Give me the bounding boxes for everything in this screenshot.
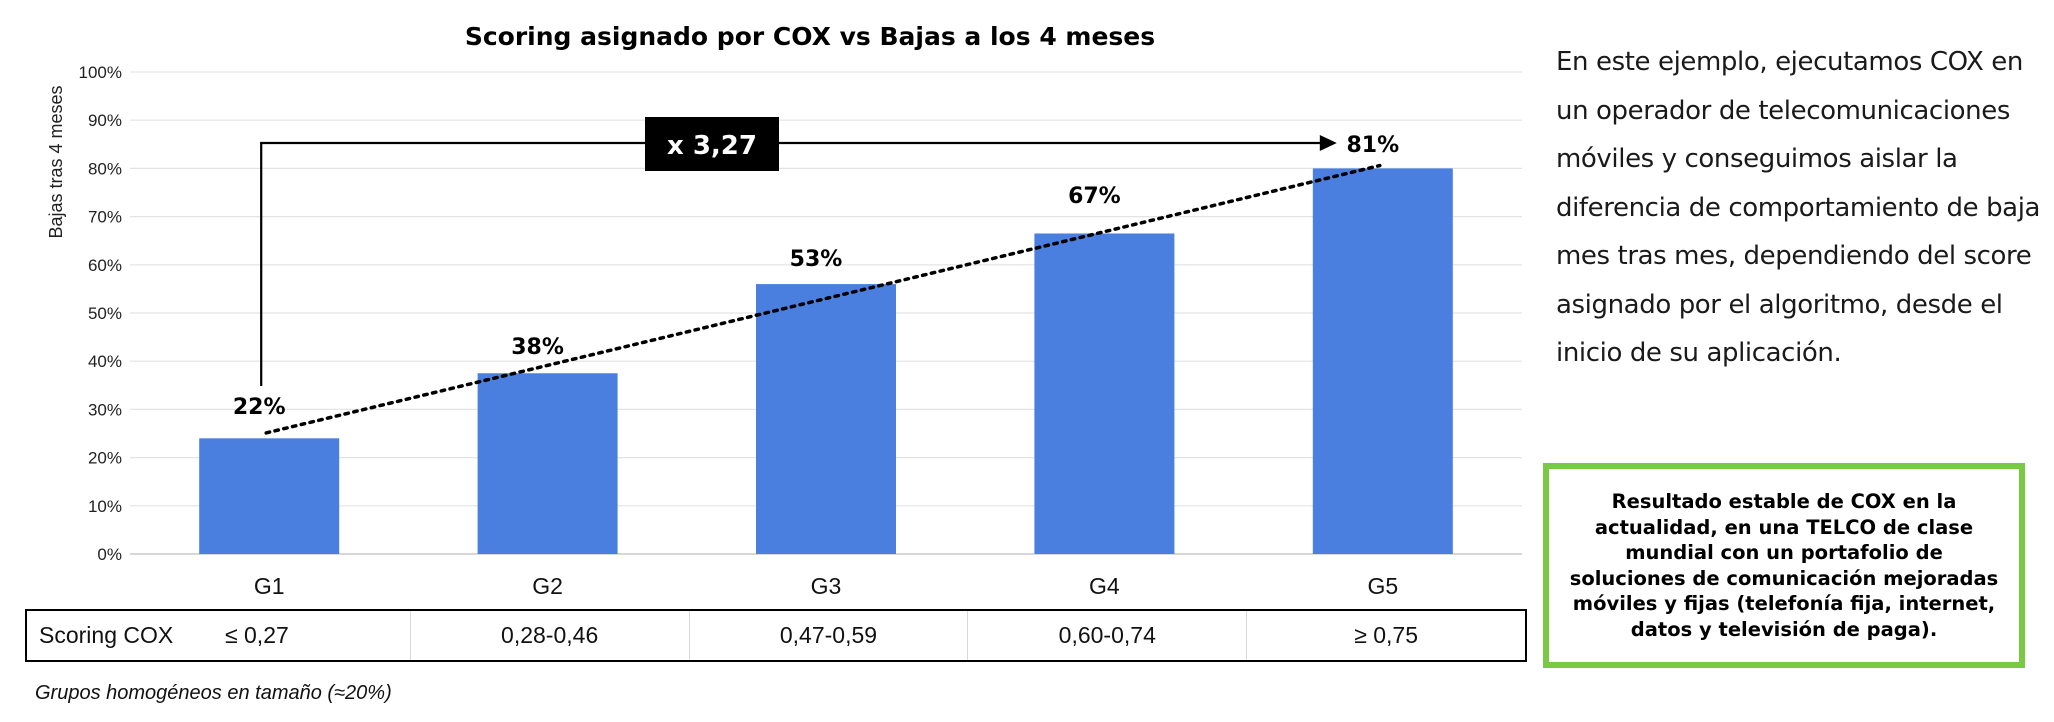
arrowhead-icon <box>1319 135 1337 151</box>
bar-g4 <box>1034 233 1175 554</box>
scoring-cell-g4: 0,60-0,74 <box>967 611 1246 660</box>
bar-chart: Scoring asignado por COX vs Bajas a los … <box>46 22 1522 599</box>
scoring-cell-g3: 0,47-0,59 <box>688 611 968 660</box>
y-tick-label: 60% <box>88 256 122 275</box>
bars <box>199 168 1453 554</box>
data-label: 38% <box>511 335 564 360</box>
y-tick-label: 30% <box>88 400 122 419</box>
bar-g3 <box>756 284 896 554</box>
multiplier-annotation: x 3,27 <box>260 117 1337 386</box>
y-tick-label: 100% <box>79 63 122 82</box>
y-axis-ticks: 0% 10% 20% 30% 40% 50% 60% 70% 80% 90% 100% <box>79 63 122 564</box>
x-tick-label: G4 <box>1089 573 1120 599</box>
y-axis-label: Bajas tras 4 meses <box>46 85 66 238</box>
x-tick-label: G2 <box>532 573 563 599</box>
scoring-value: 0,60-0,74 <box>1058 622 1156 648</box>
scoring-cell-g5: ≥ 0,75 <box>1246 611 1525 660</box>
x-tick-label: G3 <box>811 573 842 599</box>
data-label: 67% <box>1068 184 1121 209</box>
y-tick-label: 20% <box>88 449 122 468</box>
y-tick-label: 40% <box>88 352 122 371</box>
y-tick-label: 50% <box>88 304 122 323</box>
y-tick-label: 0% <box>97 545 122 564</box>
multiplier-box <box>645 117 779 171</box>
chart-title: Scoring asignado por COX vs Bajas a los … <box>465 22 1155 51</box>
data-label: 81% <box>1346 133 1399 158</box>
multiplier-label: x 3,27 <box>667 131 757 161</box>
bar-g5 <box>1312 168 1453 554</box>
data-label: 53% <box>790 247 843 272</box>
y-tick-label: 90% <box>88 111 122 130</box>
y-tick-label: 70% <box>88 208 122 227</box>
scoring-row-label: Scoring COX <box>39 622 174 648</box>
scoring-value: ≤ 0,27 <box>225 622 289 648</box>
scoring-table: Scoring COX ≤ 0,27 0,28-0,46 0,47-0,59 0… <box>25 609 1527 662</box>
y-tick-label: 10% <box>88 497 122 516</box>
bracket-arrow-line <box>260 141 1321 386</box>
footnote: Grupos homogéneos en tamaño (≈20%) <box>35 682 392 704</box>
data-labels: 22% 38% 53% 67% 81% <box>233 133 1399 420</box>
scoring-value: 0,28-0,46 <box>501 622 599 648</box>
scoring-cell-g1: Scoring COX ≤ 0,27 <box>27 611 410 660</box>
scoring-value: ≥ 0,75 <box>1354 622 1418 648</box>
y-tick-label: 80% <box>88 159 122 178</box>
x-tick-label: G5 <box>1367 573 1398 599</box>
scoring-cell-g2: 0,28-0,46 <box>409 611 689 660</box>
trendline <box>264 163 1382 435</box>
scoring-value: 0,47-0,59 <box>779 622 878 648</box>
bar-g1 <box>199 438 340 554</box>
description-text: En este ejemplo, ejecutamos COX en un op… <box>1556 47 2041 368</box>
data-label: 22% <box>233 395 286 420</box>
result-box: Resultado estable de COX en la actualida… <box>1543 463 2025 668</box>
bar-g2 <box>477 373 618 554</box>
x-axis-ticks: G1 G2 G3 G4 G5 <box>254 573 1398 599</box>
result-box-text: Resultado estable de COX en la actualida… <box>1569 490 1999 641</box>
x-tick-label: G1 <box>254 573 285 599</box>
trendline-dotted <box>264 163 1382 435</box>
